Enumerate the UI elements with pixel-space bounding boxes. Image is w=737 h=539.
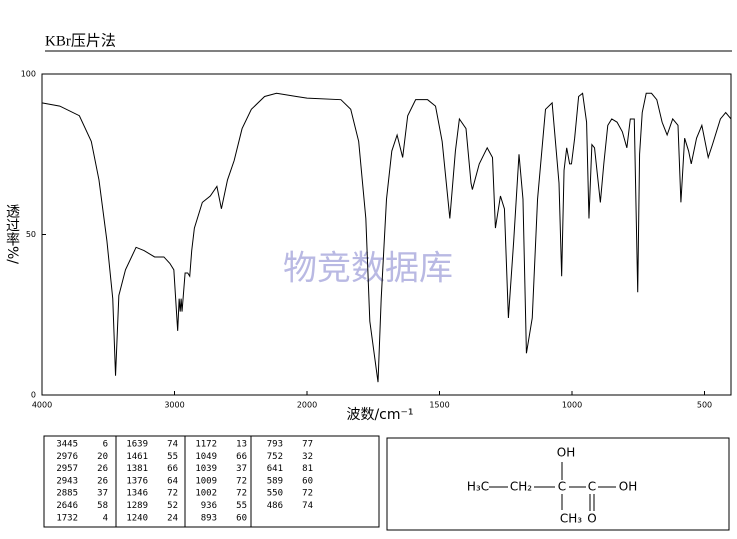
structure-label: CH₃ [560,512,582,526]
y-tick-label: 50 [26,230,36,239]
peak-wavenumber: 2957 [56,464,78,474]
peak-wavenumber: 1376 [126,476,148,486]
peak-transmittance: 32 [302,452,313,462]
peak-wavenumber: 1289 [126,501,148,511]
structure-label: O [587,512,596,526]
peak-wavenumber: 793 [267,440,283,450]
peak-transmittance: 66 [167,464,178,474]
peak-transmittance: 72 [167,489,178,499]
peak-wavenumber: 936 [201,501,217,511]
peak-wavenumber: 2976 [56,452,78,462]
y-axis-label: 透过率%/ [4,204,20,264]
peak-wavenumber: 2943 [56,476,78,486]
x-tick-label: 2000 [297,401,317,410]
peak-transmittance: 74 [167,440,178,450]
peak-wavenumber: 1461 [126,452,148,462]
peak-transmittance: 66 [236,452,247,462]
plot-frame [41,73,732,396]
structure-label: C [588,480,596,494]
peak-wavenumber: 893 [201,513,217,523]
peak-wavenumber: 1346 [126,489,148,499]
peak-transmittance: 13 [236,440,247,450]
structure-label: H₃C [467,480,489,494]
peak-transmittance: 26 [97,476,108,486]
peak-wavenumber: 486 [267,501,283,511]
peak-transmittance: 74 [302,501,313,511]
peak-wavenumber: 752 [267,452,283,462]
peak-transmittance: 6 [103,440,108,450]
x-axis-label: 波数/cm⁻¹ [346,407,413,423]
peak-wavenumber: 1049 [195,452,217,462]
peak-transmittance: 37 [97,489,108,499]
peak-wavenumber: 2885 [56,489,78,499]
peak-transmittance: 58 [97,501,108,511]
peak-transmittance: 55 [167,452,178,462]
structure-label: C [558,480,566,494]
structure-label: OH [557,446,575,460]
peak-wavenumber: 1639 [126,440,148,450]
peak-wavenumber: 3445 [56,440,78,450]
peak-wavenumber: 1240 [126,513,148,523]
structure-bonds [489,462,616,511]
peak-transmittance: 26 [97,464,108,474]
peak-transmittance: 37 [236,464,247,474]
peak-table-frame [43,435,380,528]
spectrum-line [41,92,732,383]
peak-transmittance: 20 [97,452,108,462]
x-tick-label: 500 [697,401,712,410]
structure-label: OH [619,480,637,494]
peak-wavenumber: 1381 [126,464,148,474]
peak-transmittance: 60 [236,513,247,523]
x-tick-label: 1000 [562,401,582,410]
peak-transmittance: 64 [167,476,178,486]
peak-transmittance: 4 [103,513,108,523]
peak-transmittance: 55 [236,501,247,511]
structure-label: CH₂ [510,480,532,494]
peak-transmittance: 72 [302,489,313,499]
chart-title: KBr压片法 [45,32,116,49]
peak-wavenumber: 589 [267,476,283,486]
y-tick-label: 100 [21,70,36,79]
peak-wavenumber: 1172 [195,440,217,450]
peak-transmittance: 81 [302,464,313,474]
peak-transmittance: 52 [167,501,178,511]
peak-transmittance: 24 [167,513,178,523]
peak-wavenumber: 550 [267,489,283,499]
peak-wavenumber: 1732 [56,513,78,523]
peak-transmittance: 77 [302,440,313,450]
peak-wavenumber: 1002 [195,489,217,499]
peak-transmittance: 60 [302,476,313,486]
structure-frame [386,437,730,531]
peak-transmittance: 72 [236,489,247,499]
peak-wavenumber: 641 [267,464,283,474]
peak-transmittance: 72 [236,476,247,486]
peak-wavenumber: 1009 [195,476,217,486]
x-tick-label: 4000 [32,401,52,410]
x-tick-label: 3000 [164,401,184,410]
peak-wavenumber: 2646 [56,501,78,511]
x-tick-label: 1500 [429,401,449,410]
y-tick-label: 0 [31,391,36,400]
peak-wavenumber: 1039 [195,464,217,474]
